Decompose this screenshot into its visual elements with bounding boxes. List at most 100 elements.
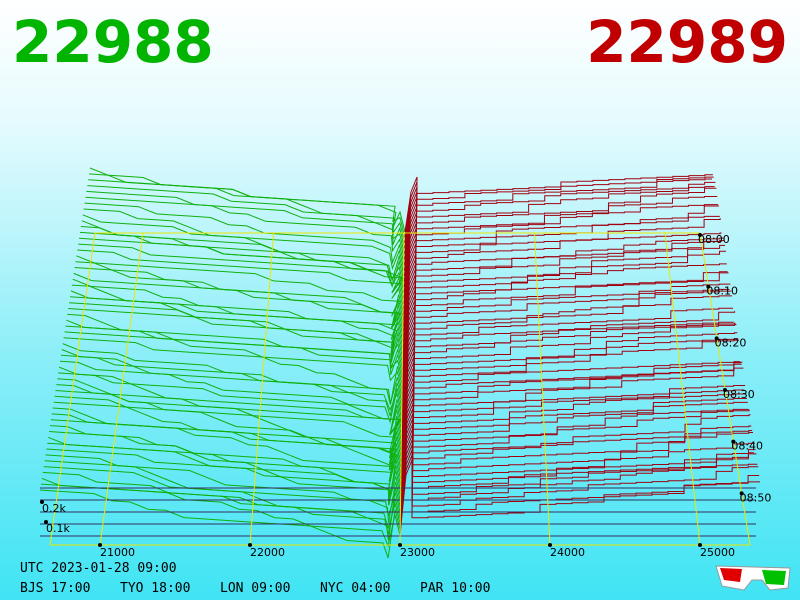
ask-curve: [401, 336, 740, 403]
bid-curve: [59, 360, 403, 414]
ask-curve: [402, 305, 734, 370]
ask-curve: [402, 290, 732, 354]
bid-curve: [86, 190, 406, 255]
ask-curve: [401, 326, 738, 392]
glasses-icon: [715, 565, 791, 591]
bid-curve: [65, 325, 404, 381]
city-time: TYO 18:00: [120, 581, 190, 596]
time-tick: [698, 233, 702, 237]
price-grid-line: [99, 232, 144, 546]
ask-curve: [399, 444, 758, 519]
bid-curve: [50, 419, 402, 482]
time-tick: [706, 284, 711, 289]
price-grid-line: [534, 232, 551, 546]
bid-curve: [74, 267, 404, 329]
price-tick-label: 23000: [400, 546, 435, 559]
price-tick: [248, 543, 252, 547]
ask-curve: [404, 181, 716, 255]
ask-curve: [399, 459, 760, 536]
bid-curve: [47, 436, 402, 506]
ask-curve: [400, 382, 747, 453]
ask-curve: [399, 439, 757, 514]
time-tick: [739, 491, 744, 496]
ask-curve: [402, 263, 727, 326]
ask-curve: [400, 413, 753, 486]
grid: 21000 22000 23000 24000 25000 08:00 08:10 08:20…: [40, 232, 771, 559]
ask-price: 22989: [586, 8, 788, 76]
bid-curve: [63, 337, 403, 392]
bid-curve: [73, 272, 404, 332]
bid-curve: [58, 372, 403, 435]
depth-curves: [39, 167, 760, 559]
price-grid-line: [664, 232, 701, 546]
bid-curve: [83, 208, 405, 271]
ask-curve: [403, 196, 718, 266]
price-tick-label: 21000: [100, 546, 135, 559]
depth-tick: [40, 500, 44, 504]
city-time: NYC 04:00: [320, 581, 390, 596]
ask-curve: [400, 408, 752, 480]
price-tick: [398, 543, 402, 547]
bid-curve: [68, 308, 404, 365]
bid-curve: [49, 431, 402, 506]
bid-curve: [69, 302, 404, 364]
ask-curve: [403, 232, 722, 293]
ask-curve: [401, 351, 742, 420]
ask-curve: [403, 250, 726, 321]
price-tick: [548, 543, 552, 547]
ask-curve: [400, 418, 754, 491]
price-grid-line: [249, 232, 274, 546]
bid-curve: [88, 179, 406, 244]
bid-curve: [56, 384, 403, 471]
ask-curve: [404, 174, 713, 238]
price-grid-line: [399, 232, 405, 546]
bid-curve: [60, 354, 403, 424]
ask-curve: [400, 377, 747, 447]
ask-curve: [402, 295, 733, 359]
ask-curve: [400, 387, 748, 458]
bid-curve: [41, 477, 401, 530]
price-tick-label: 22000: [250, 546, 285, 559]
bid-curve: [67, 313, 404, 370]
bid-price: 22988: [12, 8, 214, 76]
ask-curve: [399, 434, 756, 508]
time-tick-label: 08:20: [715, 336, 747, 349]
city-time: LON 09:00: [220, 581, 290, 596]
bid-curve: [87, 185, 406, 249]
ask-curve: [401, 372, 746, 442]
time-tick: [723, 388, 727, 392]
utc-time: UTC 2023-01-28 09:00: [20, 561, 177, 576]
ask-curve: [403, 240, 725, 310]
city-time: PAR 10:00: [420, 581, 490, 596]
bid-curve: [54, 395, 402, 465]
bid-curve: [40, 483, 401, 559]
ask-curve: [404, 187, 717, 260]
price-tick: [98, 543, 102, 547]
price-tick-label: 25000: [700, 546, 735, 559]
bid-curve: [80, 226, 405, 288]
ask-curve: [401, 367, 745, 436]
ask-curve: [401, 331, 739, 398]
time-tick: [714, 336, 719, 341]
bid-curve: [43, 466, 401, 517]
time-tick-label: 08:30: [723, 388, 755, 401]
ask-curve: [402, 300, 733, 365]
ask-curve: [401, 320, 737, 387]
bid-curve: [81, 220, 405, 288]
bid-curve: [45, 454, 402, 523]
bid-curve: [77, 249, 405, 310]
ask-curve: [399, 449, 759, 525]
price-tick: [698, 543, 702, 547]
depth-tick: [44, 520, 48, 524]
ask-curve: [403, 205, 719, 277]
ask-curve: [401, 341, 740, 409]
ask-curve: [402, 269, 728, 332]
ask-curve: [402, 310, 736, 376]
ask-curve: [400, 398, 750, 469]
price-tick-label: 24000: [550, 546, 585, 559]
ask-curve: [401, 356, 743, 425]
ask-curve: [400, 403, 751, 475]
ask-curve: [401, 362, 744, 431]
